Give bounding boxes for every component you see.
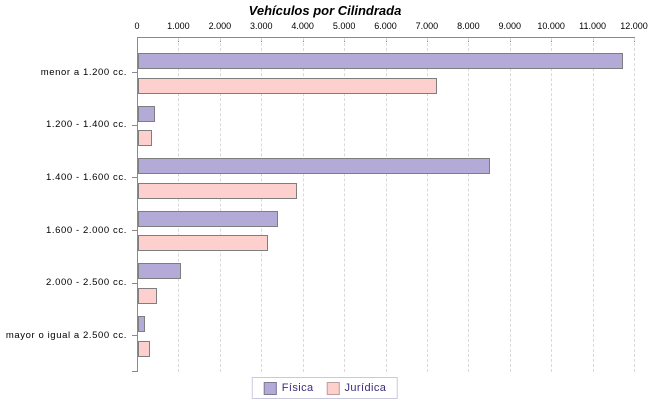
y-axis-tick <box>132 335 137 337</box>
legend-swatch-icon <box>263 381 277 395</box>
x-axis-tick-label: 0 <box>134 21 140 31</box>
x-axis-tick-label: 2.000 <box>208 21 232 31</box>
x-axis-tick-label: 9.000 <box>498 21 522 31</box>
bar-jurdica <box>138 130 153 147</box>
legend: Física Jurídica <box>251 377 399 399</box>
gridline <box>344 38 346 372</box>
bar-jurdica <box>138 77 437 94</box>
x-axis-tick-label: 8.000 <box>457 21 480 31</box>
x-axis-tick-label: 6.000 <box>374 21 397 31</box>
gridline <box>634 38 635 372</box>
x-axis-tick-label: 12.000 <box>620 21 648 31</box>
category-label: menor a 1.200 cc. <box>40 66 127 78</box>
y-axis-tick <box>132 177 137 179</box>
gridline <box>261 38 263 372</box>
y-axis-tick <box>132 124 137 126</box>
category-label: 1.200 - 1.400 cc. <box>46 119 127 131</box>
category-label: 1.600 - 2.000 cc. <box>46 224 127 236</box>
y-axis-tick <box>132 230 137 232</box>
x-axis-tick-label: 7.000 <box>415 21 439 31</box>
legend-swatch-icon <box>326 381 340 395</box>
gridline <box>302 38 304 372</box>
y-axis-line <box>137 37 138 372</box>
legend-entry-fsica: Física <box>263 381 314 395</box>
gridline <box>178 38 180 372</box>
bar-jurdica <box>138 287 157 304</box>
legend-label: Física <box>281 382 314 394</box>
x-axis-tick-label: 3.000 <box>249 21 273 31</box>
bar-jurdica <box>138 182 297 199</box>
bar-jurdica <box>138 340 151 357</box>
gridline <box>426 38 428 372</box>
x-axis-labels: 0 1.000 2.000 3.000 4.000 5.000 6.000 7.000 8.00… <box>134 21 647 33</box>
x-axis-tick <box>137 37 138 42</box>
gridline <box>219 38 221 372</box>
bar-fsica <box>138 105 156 122</box>
plot-area <box>132 37 635 372</box>
category-label: 1.400 - 1.600 cc. <box>46 171 127 183</box>
legend-entry-jurdica: Jurídica <box>326 381 387 395</box>
gridline <box>385 38 387 372</box>
bar-fsica <box>138 210 278 227</box>
bar-fsica <box>138 263 181 280</box>
legend-label: Jurídica <box>344 382 387 394</box>
y-axis-tick <box>132 72 137 74</box>
category-label: 2.000 - 2.500 cc. <box>46 277 127 289</box>
bar-fsica <box>138 316 145 332</box>
bar-jurdica <box>138 235 269 252</box>
x-axis-tick-label: 1.000 <box>167 21 190 31</box>
gridline <box>468 38 470 372</box>
x-axis-tick-label: 5.000 <box>332 21 356 31</box>
bar-fsica <box>138 158 490 175</box>
x-axis-tick-label: 4.000 <box>291 21 314 31</box>
gridline <box>509 38 511 372</box>
y-axis-category-labels: menor a 1.200 cc. 1.200 - 1.400 cc. 1.400 … <box>0 37 131 372</box>
chart-title: Vehículos por Cilindrada <box>248 3 402 18</box>
bar-fsica <box>138 53 623 69</box>
gridline <box>551 38 553 372</box>
y-axis-tick <box>132 282 137 284</box>
category-label: mayor o igual a 2.500 cc. <box>5 329 127 341</box>
x-axis-tick-label: 10.000 <box>537 21 565 31</box>
gridline <box>592 38 594 372</box>
y-axis-end-tick <box>132 371 137 372</box>
x-axis-tick-label: 11.000 <box>579 21 607 31</box>
